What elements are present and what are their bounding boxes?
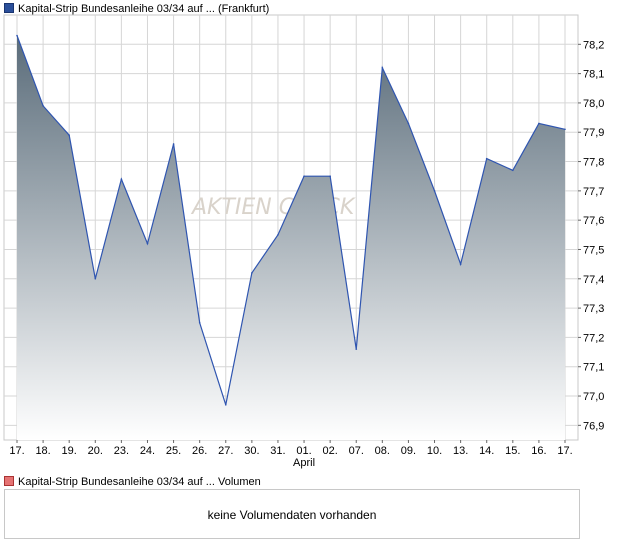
y-tick-label: 77,7	[583, 186, 604, 198]
data-point	[251, 272, 253, 274]
x-tick-label: 17.	[557, 445, 572, 457]
legend-volume-swatch	[4, 476, 14, 486]
y-tick-label: 77,3	[583, 303, 604, 315]
x-tick-label: 02.	[322, 445, 337, 457]
y-tick-label: 76,9	[583, 420, 604, 432]
data-point	[277, 234, 279, 236]
volume-panel: keine Volumendaten vorhanden	[4, 489, 580, 539]
x-tick-label: 27.	[218, 445, 233, 457]
data-point	[198, 321, 201, 324]
y-tick-label: 78,0	[583, 98, 604, 110]
x-tick-label: 31.	[270, 445, 285, 457]
data-point	[355, 348, 358, 350]
x-tick-label: 18.	[35, 445, 50, 457]
x-tick-label: 24.	[140, 445, 155, 457]
x-tick-label: 19.	[62, 445, 77, 457]
y-tick-label: 78,1	[583, 69, 604, 81]
data-point	[433, 190, 436, 192]
data-point	[146, 242, 149, 245]
x-tick-label: 20.	[88, 445, 103, 457]
data-point	[485, 157, 488, 160]
data-point	[381, 66, 384, 69]
price-area-fill	[17, 35, 565, 440]
x-tick-label: 07.	[349, 445, 364, 457]
x-tick-label: 15.	[505, 445, 520, 457]
y-tick-label: 77,1	[583, 362, 604, 374]
legend-price: Kapital-Strip Bundesanleihe 03/34 auf ..…	[4, 3, 269, 15]
data-point	[94, 277, 97, 280]
x-month-label: April	[293, 457, 315, 469]
x-tick-label: 17.	[9, 445, 24, 457]
y-tick-label: 77,2	[583, 332, 604, 344]
price-line	[16, 35, 566, 406]
x-tick-label: 09.	[401, 445, 416, 457]
price-chart: AKTIEN CHECK 76,977,077,177,277,377,477,…	[3, 14, 604, 469]
y-tick-label: 77,4	[583, 274, 604, 286]
data-point	[120, 178, 123, 180]
x-tick-label: 23.	[114, 445, 129, 457]
data-point	[512, 169, 514, 172]
x-tick-label: 14.	[479, 445, 494, 457]
volume-message: keine Volumendaten vorhanden	[207, 508, 377, 522]
data-point	[68, 134, 70, 136]
data-point	[224, 404, 227, 406]
data-point	[459, 263, 462, 265]
y-tick-label: 78,2	[583, 39, 604, 51]
legend-volume: Kapital-Strip Bundesanleihe 03/34 auf ..…	[4, 476, 261, 488]
x-tick-label: 25.	[166, 445, 181, 457]
x-tick-label: 01.	[296, 445, 311, 457]
data-point	[564, 128, 566, 131]
legend-price-swatch	[4, 3, 14, 13]
data-point	[42, 105, 44, 107]
y-tick-label: 77,9	[583, 127, 604, 139]
x-tick-label: 13.	[453, 445, 468, 457]
x-tick-label: 26.	[192, 445, 207, 457]
x-tick-label: 10.	[427, 445, 442, 457]
legend-price-label: Kapital-Strip Bundesanleihe 03/34 auf ..…	[18, 3, 270, 15]
y-tick-label: 77,8	[583, 157, 604, 169]
data-point	[538, 122, 540, 125]
legend-volume-label: Kapital-Strip Bundesanleihe 03/34 auf ..…	[18, 476, 261, 488]
x-tick-label: 16.	[531, 445, 546, 457]
y-tick-label: 77,5	[583, 244, 604, 256]
y-tick-label: 77,0	[583, 391, 604, 403]
x-tick-label: 08.	[375, 445, 390, 457]
y-tick-label: 77,6	[583, 215, 604, 227]
x-tick-label: 30.	[244, 445, 259, 457]
data-point	[303, 175, 305, 178]
data-point	[407, 122, 410, 125]
data-point	[16, 34, 18, 37]
data-point	[329, 175, 331, 178]
data-point	[172, 143, 175, 145]
